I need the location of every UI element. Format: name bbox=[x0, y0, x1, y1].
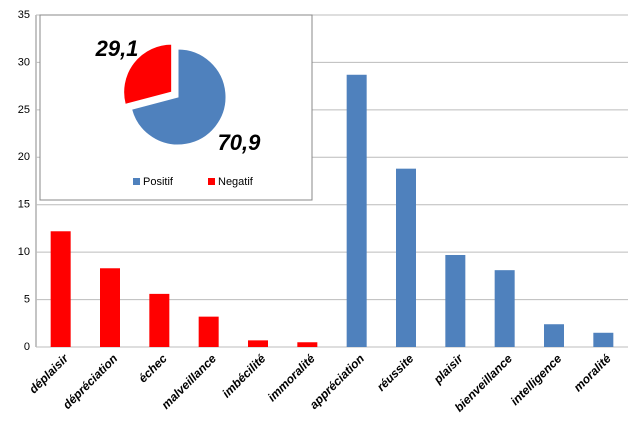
y-tick-label: 15 bbox=[18, 199, 30, 211]
pie-slice bbox=[123, 43, 173, 105]
bar bbox=[593, 332, 614, 347]
bar bbox=[149, 293, 170, 347]
bar bbox=[544, 324, 564, 347]
y-tick-label: 20 bbox=[18, 151, 30, 163]
pie-slice bbox=[130, 48, 227, 146]
legend-swatch bbox=[133, 178, 140, 185]
bar bbox=[396, 168, 416, 347]
y-tick-label: 5 bbox=[24, 293, 30, 305]
y-tick-label: 30 bbox=[18, 56, 30, 68]
x-tick-label: réussite bbox=[374, 351, 417, 394]
bar bbox=[50, 231, 71, 347]
bar bbox=[346, 74, 367, 347]
bar bbox=[297, 342, 318, 347]
y-tick-label: 0 bbox=[24, 341, 30, 353]
bar bbox=[198, 316, 219, 347]
x-tick-label: moralité bbox=[571, 351, 614, 394]
y-tick-label: 25 bbox=[18, 104, 30, 116]
legend-label: Negatif bbox=[218, 176, 254, 188]
legend-swatch bbox=[208, 178, 215, 185]
y-tick-label: 35 bbox=[18, 9, 30, 21]
bar bbox=[100, 268, 120, 347]
x-tick-label: intelligence bbox=[508, 351, 565, 408]
x-tick-label: déplaisir bbox=[26, 351, 72, 397]
y-tick-label: 10 bbox=[18, 246, 30, 258]
pie-chart: 70,9 29,1 Positif Negatif bbox=[95, 36, 262, 188]
data-label: 70,9 bbox=[218, 130, 262, 155]
x-tick-label: échec bbox=[136, 351, 170, 385]
x-tick-label: immoralité bbox=[265, 351, 318, 404]
x-tick-label: plaisir bbox=[430, 351, 467, 388]
legend-label: Positif bbox=[143, 176, 174, 188]
bar bbox=[445, 254, 466, 347]
data-label: 29,1 bbox=[95, 36, 139, 61]
bar bbox=[494, 270, 515, 347]
bar bbox=[248, 340, 268, 347]
x-tick-label: imbécilité bbox=[219, 351, 268, 400]
